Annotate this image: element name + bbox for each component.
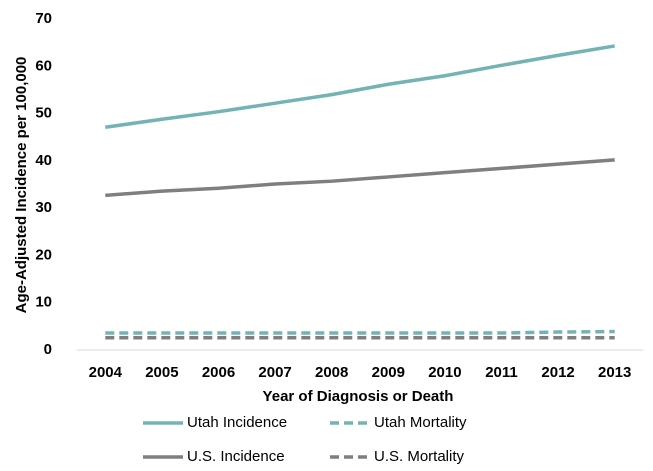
legend-label: U.S. Incidence xyxy=(187,448,285,465)
x-axis-title: Year of Diagnosis or Death xyxy=(263,388,454,405)
x-tick-label: 2006 xyxy=(202,364,235,381)
series-line xyxy=(105,329,615,335)
x-tick-label: 2013 xyxy=(598,364,631,381)
x-tick-label: 2005 xyxy=(145,364,178,381)
y-tick-label: 40 xyxy=(35,152,52,169)
y-tick-label: 20 xyxy=(35,246,52,263)
legend-label: Utah Mortality xyxy=(374,414,467,431)
series-line xyxy=(105,44,615,130)
x-tick-label: 2009 xyxy=(372,364,405,381)
y-tick-label: 70 xyxy=(35,10,52,27)
series-line xyxy=(105,158,615,198)
legend-label: Utah Incidence xyxy=(187,414,287,431)
legend-label: U.S. Mortality xyxy=(374,448,465,465)
x-tick-label: 2010 xyxy=(428,364,461,381)
y-axis-title: Age-Adjusted Incidence per 100,000 xyxy=(13,57,30,314)
y-tick-label: 30 xyxy=(35,199,52,216)
x-tick-label: 2008 xyxy=(315,364,348,381)
y-tick-label: 50 xyxy=(35,105,52,122)
x-tick-label: 2004 xyxy=(89,364,123,381)
x-tick-label: 2011 xyxy=(485,364,518,381)
y-tick-label: 10 xyxy=(35,294,52,311)
y-tick-label: 60 xyxy=(35,57,52,74)
x-tick-label: 2012 xyxy=(541,364,574,381)
y-tick-label: 0 xyxy=(44,341,52,358)
x-tick-label: 2007 xyxy=(258,364,291,381)
